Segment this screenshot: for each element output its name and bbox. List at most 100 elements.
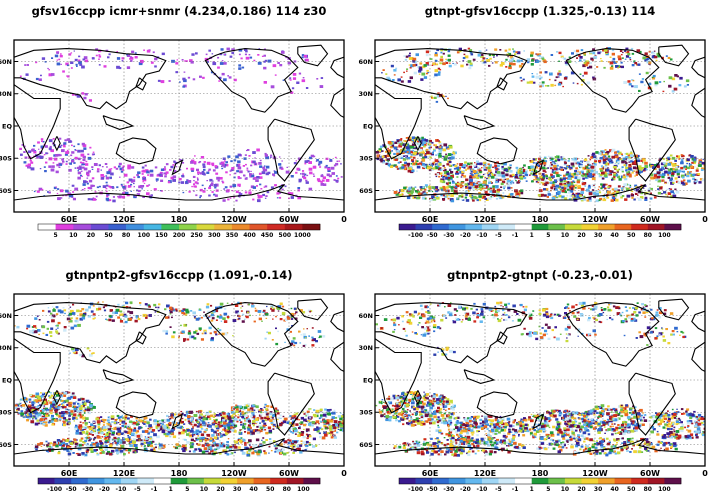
heatmap-cell [602,178,604,180]
heatmap-cell [235,200,237,202]
heatmap-cell [696,169,699,171]
heatmap-cell [75,428,78,430]
heatmap-cell [242,67,244,69]
heatmap-cell [253,60,255,62]
heatmap-cell [448,153,452,156]
heatmap-cell [101,170,103,171]
heatmap-cell [432,186,435,189]
heatmap-cell [561,55,563,56]
heatmap-cell [111,168,113,169]
heatmap-cell [533,82,536,84]
heatmap-cell [439,62,441,64]
heatmap-cell [434,54,438,57]
heatmap-cell [133,424,135,426]
heatmap-cell [208,422,210,423]
heatmap-cell [74,188,78,191]
heatmap-cell [299,180,302,182]
heatmap-cell [161,80,165,83]
heatmap-cell [266,173,269,176]
heatmap-cell [457,163,459,164]
heatmap-cell [663,191,666,194]
heatmap-cell [606,184,608,186]
heatmap-cell [235,155,239,158]
heatmap-cell [338,161,340,162]
heatmap-cell [546,178,548,180]
colorbar-label: 10 [69,232,77,239]
heatmap-cell [560,169,563,171]
heatmap-cell [475,185,479,188]
heatmap-cell [203,166,206,168]
heatmap-cell [285,186,287,188]
heatmap-cell [154,419,157,422]
heatmap-cell [465,169,467,171]
heatmap-cell [134,186,136,187]
heatmap-cell [421,137,424,139]
heatmap-cell [105,175,107,176]
heatmap-cell [461,176,463,177]
heatmap-cell [476,161,479,163]
heatmap-cell [297,168,300,171]
heatmap-cell [131,191,133,192]
heatmap-cell [443,165,445,167]
heatmap-cell [197,179,199,180]
heatmap-cell [53,162,55,163]
heatmap-cell [193,176,196,178]
heatmap-cell [199,431,202,433]
colorbar-swatch [432,224,449,230]
heatmap-cell [559,52,562,54]
heatmap-cell [630,185,631,186]
heatmap-cell [341,176,343,178]
heatmap-cell [262,409,264,411]
heatmap-cell [86,172,89,174]
heatmap-cell [90,185,93,187]
heatmap-cell [101,438,102,439]
heatmap-cell [81,171,83,172]
heatmap-cell [212,422,214,424]
heatmap-cell [662,174,664,176]
heatmap-cell [20,405,22,406]
heatmap-cell [682,177,685,179]
heatmap-cell [196,169,199,171]
heatmap-cell [332,424,335,426]
heatmap-cell [167,429,170,432]
heatmap-cell [620,168,623,171]
heatmap-cell [66,161,68,163]
heatmap-cell [130,186,132,187]
heatmap-cell [331,167,335,170]
heatmap-cell [461,194,463,196]
heatmap-cell [305,180,307,182]
heatmap-cell [401,76,403,77]
heatmap-cell [610,67,614,70]
heatmap-cell [160,428,162,430]
heatmap-cell [118,417,121,419]
heatmap-cell [457,183,460,185]
heatmap-cell [683,179,685,181]
heatmap-cell [320,409,322,411]
heatmap-cell [106,171,110,174]
heatmap-cell [84,412,86,413]
heatmap-cell [208,169,211,171]
heatmap-cell [273,175,275,177]
colorbar-swatch [548,224,565,230]
heatmap-cell [144,183,145,184]
heatmap-cell [401,80,404,82]
heatmap-cell [542,58,545,60]
heatmap-cell [612,149,616,152]
heatmap-cell [81,438,84,440]
heatmap-cell [580,162,582,164]
heatmap-cell [312,421,315,424]
heatmap-cell [492,174,494,176]
heatmap-cell [556,163,558,165]
heatmap-cell [436,197,440,200]
heatmap-cell [571,52,574,54]
heatmap-cell [555,172,558,175]
heatmap-cell [681,161,683,163]
heatmap-cell [483,196,486,198]
heatmap-cell [383,161,384,162]
heatmap-cell [690,155,694,158]
heatmap-cell [36,393,40,396]
heatmap-cell [578,169,580,170]
heatmap-cell [630,154,633,157]
heatmap-cell [66,163,68,165]
heatmap-cell [36,78,39,80]
